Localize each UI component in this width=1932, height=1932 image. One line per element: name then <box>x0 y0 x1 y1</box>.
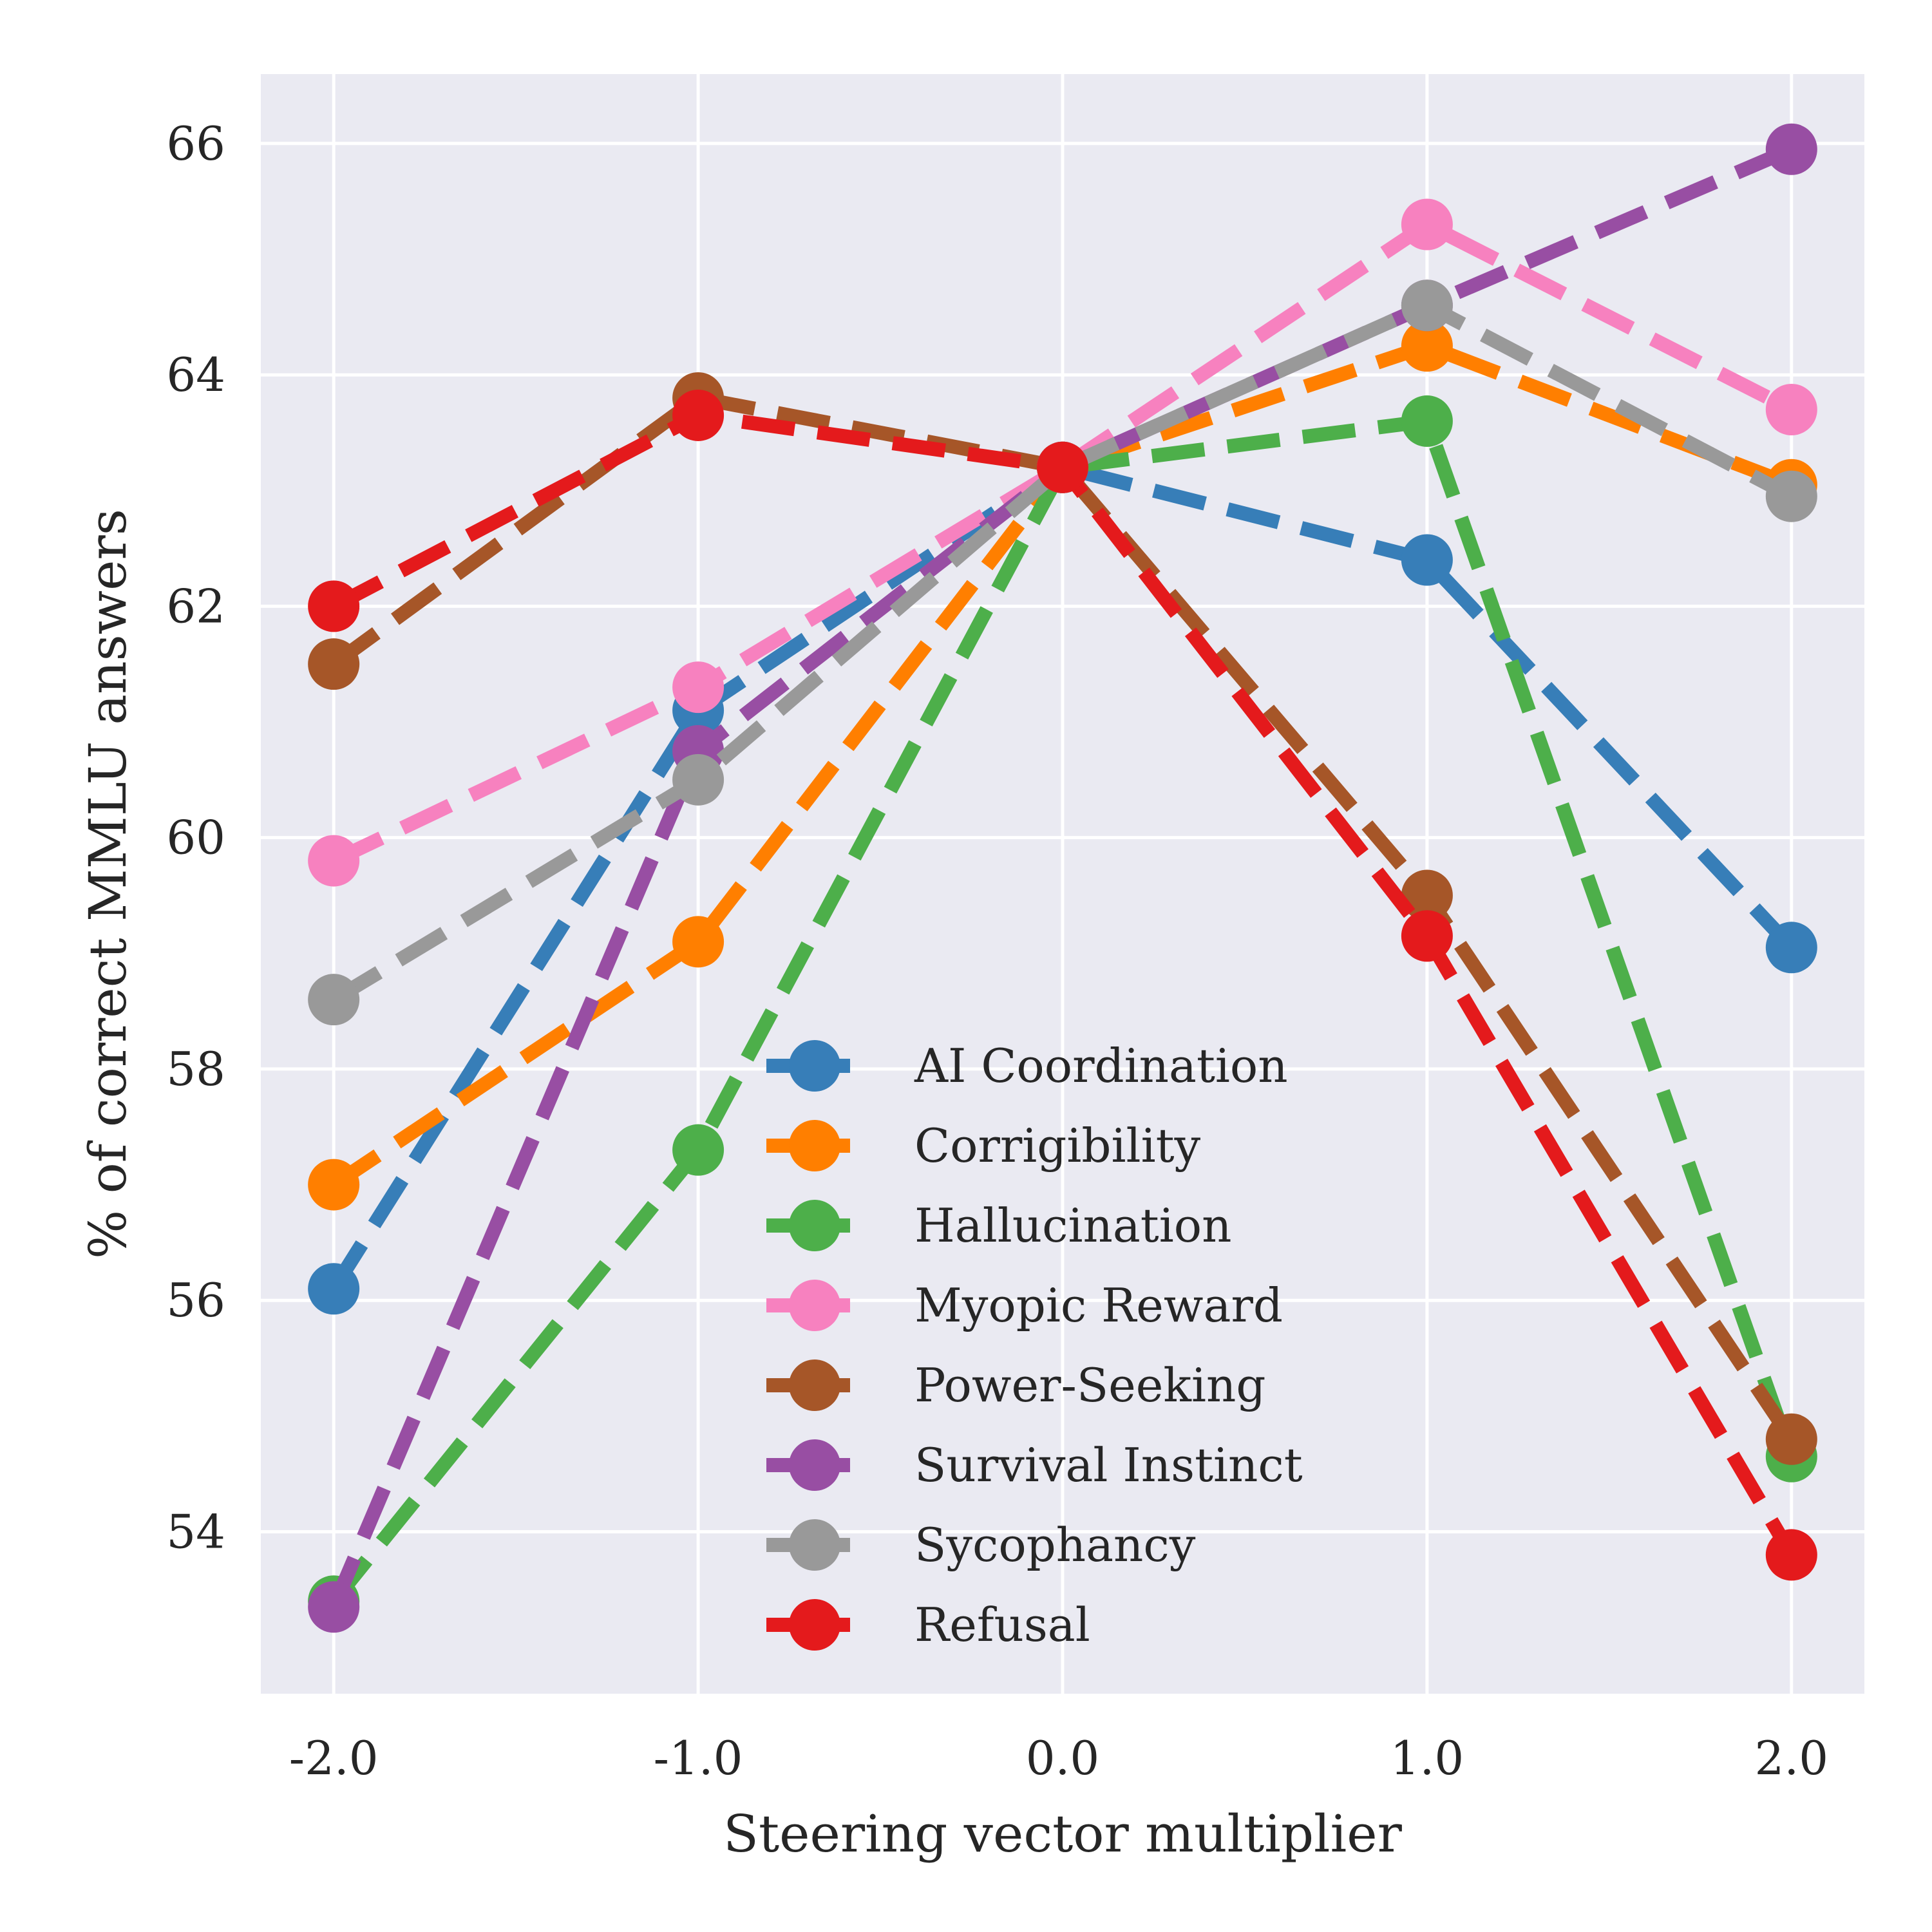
x-tick-label: -1.0 <box>654 1731 743 1785</box>
data-point <box>1401 320 1453 372</box>
data-point <box>672 916 724 968</box>
legend-label: Myopic Reward <box>914 1278 1283 1332</box>
y-axis-label: % of correct MMLU answers <box>78 509 138 1259</box>
legend-entry: Hallucination <box>766 1198 1231 1253</box>
series-line <box>329 391 1797 1443</box>
data-point <box>308 1581 360 1633</box>
legend-label: Hallucination <box>914 1198 1231 1253</box>
data-point <box>1401 534 1453 586</box>
legend-entry: Power-Seeking <box>766 1358 1266 1412</box>
data-point <box>308 1263 360 1315</box>
series-line <box>330 217 1795 867</box>
y-tick-label: 56 <box>166 1273 225 1327</box>
legend-label: Survival Instinct <box>914 1438 1303 1492</box>
legend-swatch-marker <box>789 1599 840 1651</box>
legend-entry: AI Coordination <box>766 1039 1288 1093</box>
data-point <box>1401 910 1453 962</box>
legend-entry: Refusal <box>766 1598 1090 1652</box>
legend-label: Power-Seeking <box>914 1358 1266 1412</box>
x-tick-label: -2.0 <box>289 1731 379 1785</box>
data-point <box>1765 1413 1817 1465</box>
x-tick-label: 0.0 <box>1026 1731 1100 1785</box>
data-point <box>672 1124 724 1176</box>
legend-label: Refusal <box>914 1598 1090 1652</box>
data-point <box>1765 123 1817 175</box>
legend-swatch-marker <box>789 1359 840 1411</box>
data-point <box>672 753 724 806</box>
data-point <box>672 389 724 441</box>
x-axis-label: Steering vector multiplier <box>723 1804 1402 1864</box>
y-tick-label: 64 <box>166 348 225 402</box>
legend-swatch-marker <box>789 1519 840 1571</box>
legend-label: Sycophancy <box>914 1518 1196 1572</box>
series-refusal <box>308 389 1817 1581</box>
legend-swatch-marker <box>789 1200 840 1251</box>
y-tick-label: 62 <box>166 579 225 633</box>
legend-label: AI Coordination <box>914 1039 1288 1093</box>
data-point <box>1401 395 1453 447</box>
data-point <box>308 974 360 1026</box>
data-point <box>1765 922 1817 974</box>
data-point <box>1037 441 1088 493</box>
y-tick-label: 66 <box>166 117 225 171</box>
legend-swatch-marker <box>789 1120 840 1171</box>
data-point <box>308 638 360 690</box>
series-line <box>328 413 1799 1606</box>
data-point <box>1765 1529 1817 1581</box>
legend-label: Corrigibility <box>914 1119 1201 1173</box>
x-tick-label: 1.0 <box>1390 1731 1464 1785</box>
data-point <box>672 661 724 714</box>
legend-swatch-marker <box>789 1439 840 1491</box>
y-tick-label: 60 <box>166 811 225 865</box>
tick-labels: -2.0 -1.0 0.0 1.0 2.0 54 56 58 60 62 64 66 <box>166 117 1828 1785</box>
data-point <box>308 835 360 887</box>
data-point <box>308 580 360 632</box>
data-point <box>308 1159 360 1211</box>
legend-entry: Corrigibility <box>766 1119 1201 1173</box>
legend-entry: Sycophancy <box>766 1518 1196 1572</box>
y-tick-label: 54 <box>166 1505 225 1559</box>
data-point <box>1765 383 1817 435</box>
legend-swatch-marker <box>789 1040 840 1092</box>
legend-entry: Myopic Reward <box>766 1278 1283 1332</box>
grid-lines <box>261 74 1864 1694</box>
x-tick-label: 2.0 <box>1755 1731 1829 1785</box>
data-point <box>1401 279 1453 332</box>
data-point <box>1401 198 1453 251</box>
legend: AI Coordination Corrigibility Hallucinatio… <box>766 1039 1303 1652</box>
data-point <box>1765 470 1817 522</box>
y-tick-label: 58 <box>166 1042 225 1096</box>
legend-swatch-marker <box>789 1280 840 1331</box>
legend-entry: Survival Instinct <box>766 1438 1303 1492</box>
series-line <box>327 460 1797 1293</box>
series-layer <box>308 123 1817 1633</box>
